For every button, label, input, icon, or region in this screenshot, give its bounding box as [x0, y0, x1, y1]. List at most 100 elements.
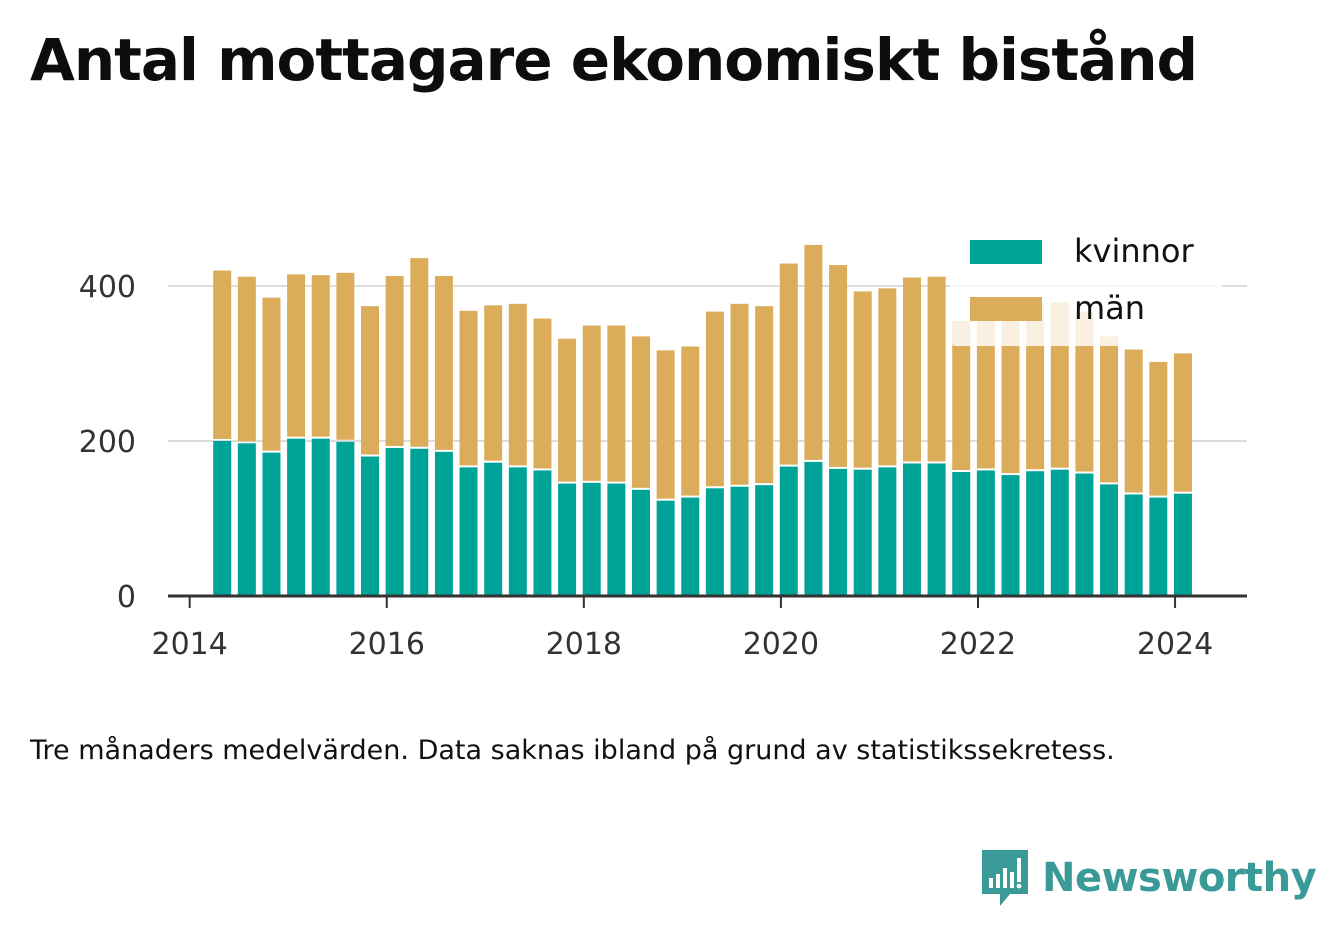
y-tick-label-0: 0 — [117, 580, 136, 615]
bar-kvinnor-9 — [434, 451, 453, 596]
bar-man-8 — [410, 258, 429, 447]
bar-man-37 — [1124, 349, 1143, 493]
bar-man-6 — [361, 306, 380, 455]
bar-man-0 — [213, 270, 232, 439]
bar-man-22 — [755, 306, 774, 484]
bar-kvinnor-16 — [607, 483, 626, 596]
bar-kvinnor-5 — [336, 441, 355, 596]
x-tick-label-2016: 2016 — [349, 627, 425, 662]
bar-man-19 — [681, 346, 700, 496]
bar-man-12 — [508, 303, 527, 466]
brand-name: Newsworthy — [1042, 855, 1317, 901]
bar-kvinnor-24 — [804, 461, 823, 596]
bar-man-9 — [434, 275, 453, 450]
bar-man-29 — [927, 276, 946, 462]
bar-man-7 — [385, 275, 404, 446]
bar-kvinnor-14 — [558, 483, 577, 596]
bar-man-4 — [311, 275, 330, 437]
bars — [213, 244, 1192, 596]
bar-kvinnor-32 — [1001, 475, 1020, 596]
bar-man-1 — [237, 276, 256, 442]
bar-kvinnor-2 — [262, 452, 281, 596]
bar-kvinnor-7 — [385, 447, 404, 596]
newsworthy-logo-icon — [982, 850, 1028, 906]
bar-kvinnor-28 — [902, 463, 921, 596]
bar-man-5 — [336, 272, 355, 440]
bar-man-21 — [730, 303, 749, 485]
x-tick-label-2014: 2014 — [151, 627, 227, 662]
bar-man-10 — [459, 310, 478, 466]
bar-man-3 — [287, 274, 306, 437]
bar-kvinnor-8 — [410, 448, 429, 596]
bar-man-24 — [804, 244, 823, 460]
bar-man-20 — [705, 311, 724, 487]
bar-man-25 — [829, 265, 848, 467]
bar-man-39 — [1173, 353, 1192, 492]
legend-swatch-0 — [970, 240, 1042, 264]
legend-label-0: kvinnor — [1074, 232, 1195, 270]
bar-kvinnor-26 — [853, 469, 872, 596]
bar-man-14 — [558, 338, 577, 482]
bar-man-31 — [976, 311, 995, 469]
x-tick-label-2020: 2020 — [743, 627, 819, 662]
bar-man-38 — [1149, 361, 1168, 496]
x-tick-label-2018: 2018 — [546, 627, 622, 662]
legend-swatch-1 — [970, 297, 1042, 321]
brand-logo[interactable]: Newsworthy — [980, 848, 1317, 908]
bar-man-32 — [1001, 313, 1020, 474]
bar-kvinnor-0 — [213, 441, 232, 596]
bar-kvinnor-21 — [730, 486, 749, 596]
stacked-bar-chart: 0 200 400 2014 2016 2018 2020 2022 2024 kvinnor m… — [78, 226, 1247, 662]
bar-kvinnor-30 — [952, 472, 971, 596]
bar-man-36 — [1100, 336, 1119, 483]
bar-kvinnor-4 — [311, 438, 330, 596]
bar-man-15 — [582, 325, 601, 481]
bar-kvinnor-23 — [779, 466, 798, 596]
bar-man-28 — [902, 277, 921, 462]
bar-kvinnor-36 — [1100, 484, 1119, 596]
axes: 0 200 400 2014 2016 2018 2020 2022 2024 — [79, 270, 1247, 662]
bar-man-2 — [262, 297, 281, 451]
bar-kvinnor-39 — [1173, 493, 1192, 596]
bar-kvinnor-34 — [1050, 469, 1069, 596]
bar-man-16 — [607, 325, 626, 482]
bar-kvinnor-12 — [508, 467, 527, 596]
bar-kvinnor-38 — [1149, 497, 1168, 596]
bar-kvinnor-33 — [1026, 471, 1045, 596]
y-tick-label-400: 400 — [79, 270, 136, 305]
bar-kvinnor-31 — [976, 470, 995, 596]
bar-man-17 — [631, 336, 650, 488]
bar-man-18 — [656, 350, 675, 499]
bar-kvinnor-15 — [582, 482, 601, 596]
bar-kvinnor-27 — [878, 467, 897, 596]
bar-man-30 — [952, 320, 971, 470]
legend: kvinnor män — [950, 226, 1222, 346]
bar-kvinnor-35 — [1075, 473, 1094, 596]
bar-kvinnor-10 — [459, 467, 478, 596]
bar-man-23 — [779, 263, 798, 465]
bar-kvinnor-20 — [705, 488, 724, 596]
bar-man-35 — [1075, 311, 1094, 472]
footnote: Tre månaders medelvärden. Data saknas ib… — [30, 735, 1115, 766]
bar-kvinnor-6 — [361, 456, 380, 596]
bar-kvinnor-19 — [681, 497, 700, 596]
bar-kvinnor-18 — [656, 500, 675, 596]
bar-man-26 — [853, 291, 872, 468]
x-tick-label-2024: 2024 — [1137, 627, 1213, 662]
legend-label-1: män — [1074, 289, 1145, 327]
bar-kvinnor-11 — [484, 462, 503, 596]
bar-kvinnor-17 — [631, 489, 650, 596]
bar-kvinnor-29 — [927, 463, 946, 596]
chart-title: Antal mottagare ekonomiskt bistånd — [30, 26, 1198, 94]
bar-kvinnor-22 — [755, 485, 774, 596]
bar-man-13 — [533, 318, 552, 469]
y-tick-label-200: 200 — [79, 425, 136, 460]
bar-kvinnor-37 — [1124, 494, 1143, 596]
bar-kvinnor-25 — [829, 468, 848, 596]
bar-kvinnor-13 — [533, 470, 552, 596]
x-tick-label-2022: 2022 — [940, 627, 1016, 662]
bar-kvinnor-1 — [237, 443, 256, 596]
bar-kvinnor-3 — [287, 438, 306, 596]
bar-man-11 — [484, 305, 503, 461]
bar-man-27 — [878, 288, 897, 466]
